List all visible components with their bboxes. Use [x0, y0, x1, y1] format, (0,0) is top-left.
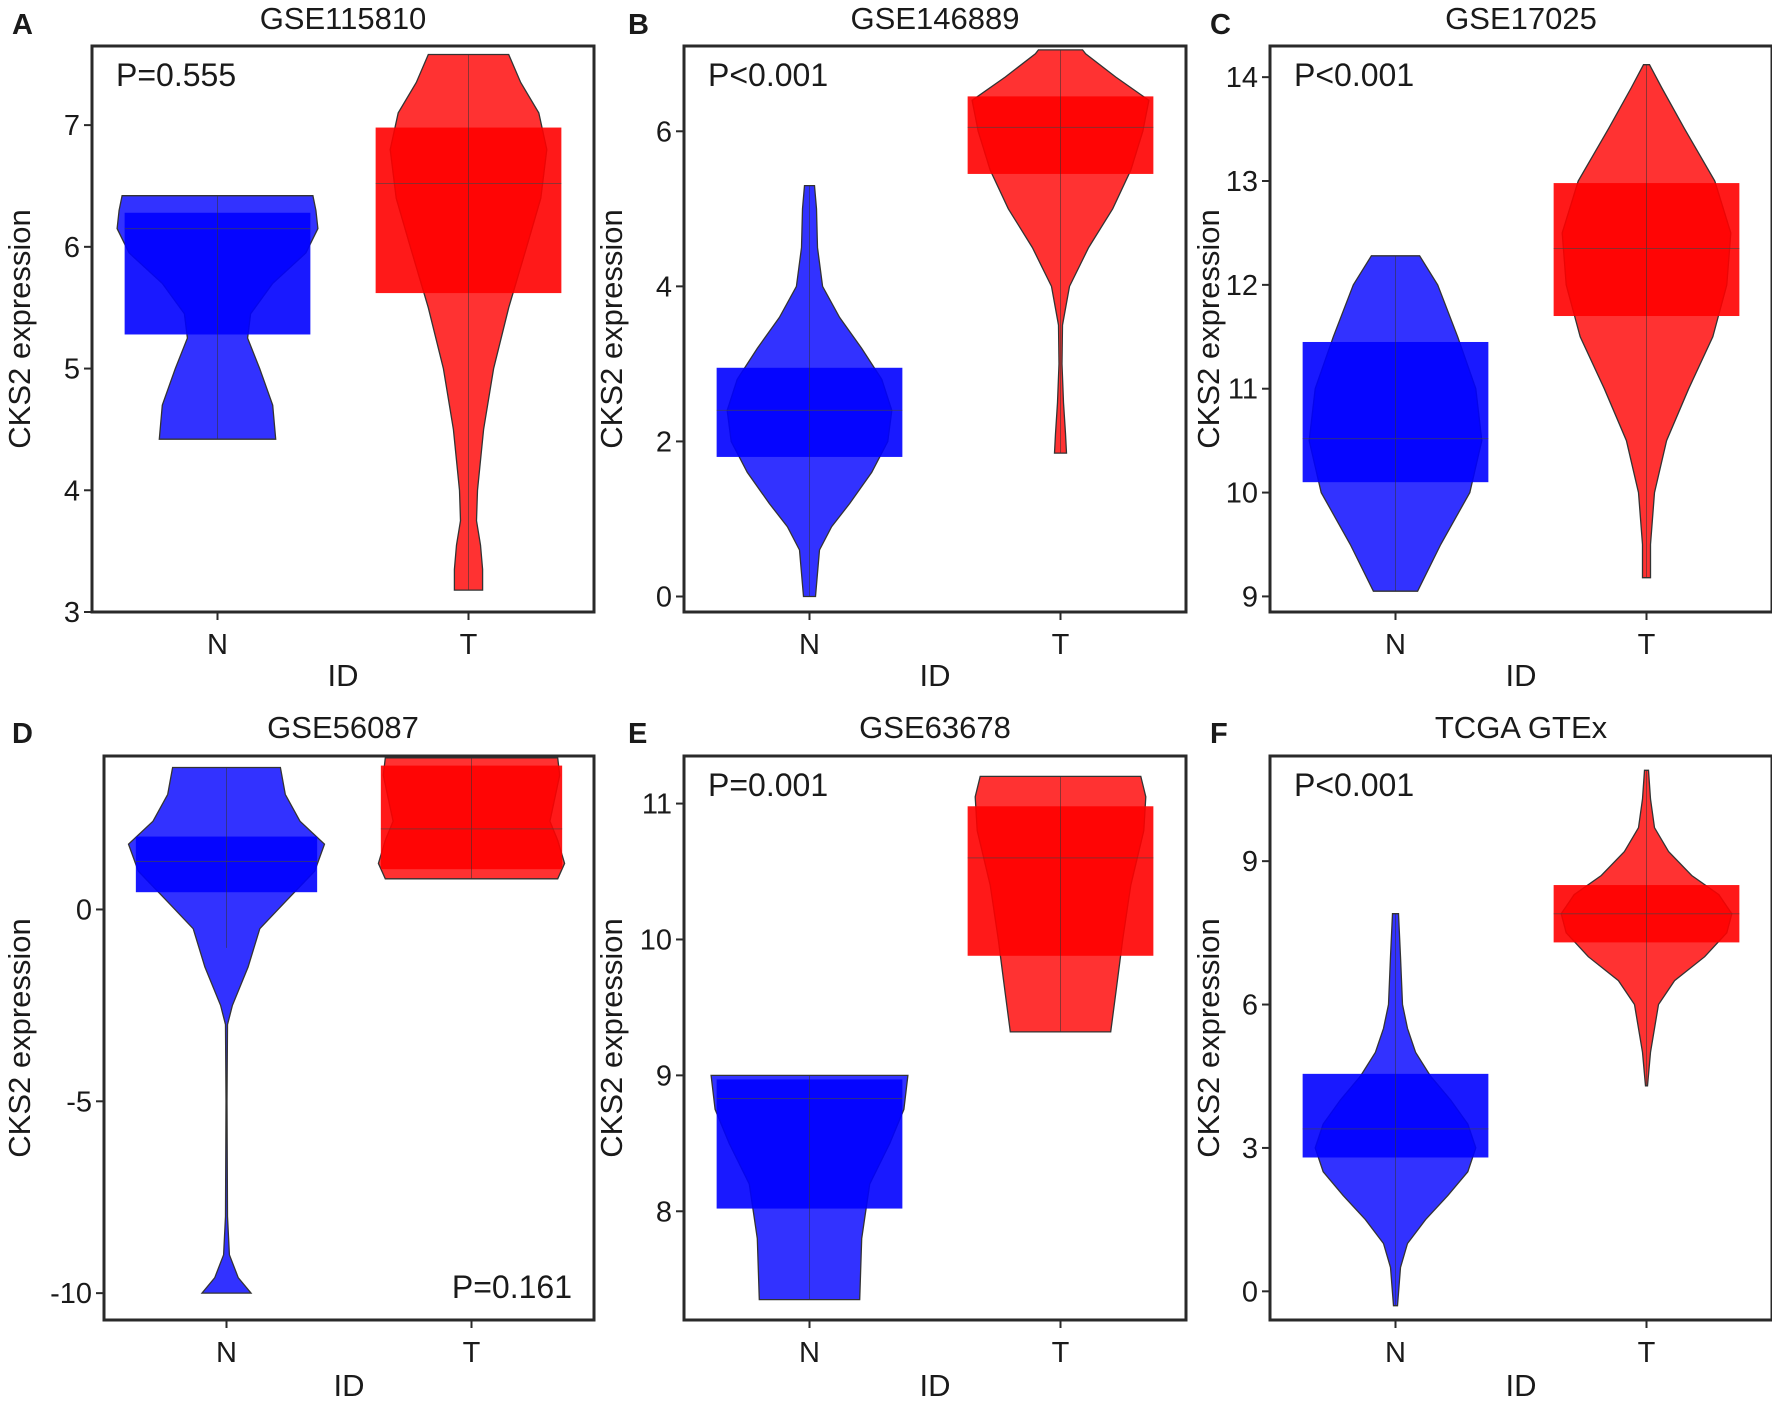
panel-a-frame	[90, 44, 596, 614]
panel-b-frame	[682, 44, 1188, 614]
panel-a-y-tick-label: 7	[64, 110, 80, 142]
panel-b-x-tick-label-t: T	[1052, 629, 1070, 661]
panel-c-x-axis-label: ID	[1506, 658, 1537, 693]
panel-f-x-tick-label-n: N	[1385, 1337, 1406, 1369]
panel-b-x-tick-label-n: N	[799, 629, 820, 661]
panel-d-plot	[127, 757, 566, 1294]
panel-f-pvalue: P<0.001	[1294, 767, 1414, 803]
panel-a-x-tick-label-n: N	[207, 629, 228, 661]
panel-e-y-tick-label: 8	[656, 1196, 672, 1228]
panel-f: F TCGA GTEx P<0.001 ID CKS2 expression 0…	[1191, 710, 1772, 1403]
panel-a-y-axis-label: CKS2 expression	[2, 209, 37, 449]
panel-e-x-axis-label: ID	[920, 1368, 951, 1403]
panel-c: C GSE17025 P<0.001 ID CKS2 expression 9 1…	[1191, 1, 1772, 693]
panel-f-y-tick-label: 3	[1242, 1133, 1258, 1165]
panel-e-y-tick-label: 11	[642, 789, 672, 821]
panel-f-x-tick-label-t: T	[1638, 1337, 1656, 1369]
panel-e-frame	[682, 754, 1188, 1322]
panel-c-y-axis-label: CKS2 expression	[1191, 209, 1226, 449]
panel-f-y-axis-label: CKS2 expression	[1191, 918, 1226, 1158]
panel-f-x-axis-label: ID	[1506, 1368, 1537, 1403]
panel-a-x-axis-label: ID	[328, 658, 359, 693]
panel-e-x-tick-label-t: T	[1052, 1337, 1070, 1369]
panel-e-y-tick-label: 10	[640, 924, 672, 956]
panel-c-x-tick-label-t: T	[1638, 629, 1656, 661]
panel-e-title: GSE63678	[859, 710, 1011, 745]
panel-c-y-tick-label: 10	[1226, 478, 1258, 510]
panel-c-letter: C	[1210, 9, 1231, 41]
panel-b-plot	[716, 49, 1154, 598]
panel-f-letter: F	[1210, 718, 1228, 750]
panel-c-y-tick-label: 12	[1226, 270, 1258, 302]
panel-b-letter: B	[628, 9, 649, 41]
panel-b-y-tick-label: 0	[656, 581, 672, 613]
panel-b-y-tick-label: 6	[656, 116, 672, 148]
panel-a-y-tick-label: 6	[64, 232, 80, 264]
panel-c-y-tick-label: 14	[1226, 62, 1258, 94]
panel-f-plot	[1302, 769, 1740, 1307]
panel-f-frame	[1268, 754, 1772, 1322]
panel-c-frame	[1268, 44, 1772, 614]
panel-a-pvalue: P=0.555	[116, 57, 236, 93]
panel-f-y-tick-label: 9	[1242, 846, 1258, 878]
panel-e-plot	[710, 775, 1154, 1301]
panel-b-x-axis-label: ID	[920, 658, 951, 693]
panel-c-x-tick-label-n: N	[1385, 629, 1406, 661]
panel-e-y-tick-label: 9	[656, 1060, 672, 1092]
panel-f-title: TCGA GTEx	[1435, 710, 1608, 745]
panel-b-title: GSE146889	[851, 1, 1020, 36]
panel-a-plot	[116, 53, 562, 591]
panel-b: B GSE146889 P<0.001 ID CKS2 expression 0…	[594, 1, 1188, 693]
panel-a-title: GSE115810	[260, 1, 427, 36]
panel-b-pvalue: P<0.001	[708, 57, 828, 93]
panel-b-y-tick-label: 2	[656, 426, 672, 458]
panel-c-title: GSE17025	[1445, 1, 1597, 36]
panel-a-y-tick-label: 5	[64, 354, 80, 386]
panel-c-y-tick-label: 9	[1242, 581, 1258, 613]
panel-e-y-axis-label: CKS2 expression	[594, 918, 629, 1158]
panel-d-frame	[102, 754, 596, 1322]
panel-c-y-tick-label: 13	[1226, 166, 1258, 198]
panel-d-x-tick-label-t: T	[463, 1337, 481, 1369]
panel-a-y-tick-label: 3	[64, 597, 80, 629]
panel-e-x-tick-label-n: N	[799, 1337, 820, 1369]
panel-d-y-tick-label: 0	[76, 894, 92, 926]
panel-d-y-axis-label: CKS2 expression	[2, 918, 37, 1158]
panel-f-y-tick-label: 0	[1242, 1276, 1258, 1308]
panel-d-pvalue: P=0.161	[452, 1269, 572, 1305]
panel-d-title: GSE56087	[267, 710, 419, 745]
panel-c-plot	[1302, 64, 1740, 592]
panel-e-pvalue: P=0.001	[708, 767, 828, 803]
panel-f-y-tick-label: 6	[1242, 990, 1258, 1022]
panel-e: E GSE63678 P=0.001 ID CKS2 expression 8 9…	[594, 710, 1188, 1403]
panel-b-y-axis-label: CKS2 expression	[594, 209, 629, 449]
panel-d-x-tick-label-n: N	[216, 1337, 237, 1369]
panel-d-y-tick-label: -10	[50, 1278, 92, 1310]
panel-e-letter: E	[628, 718, 647, 750]
panel-d: D GSE56087 P=0.161 ID CKS2 expression -1…	[2, 710, 596, 1403]
panel-b-y-tick-label: 4	[656, 271, 672, 303]
panel-d-x-axis-label: ID	[334, 1368, 365, 1403]
panel-d-letter: D	[12, 718, 33, 750]
panel-a-x-tick-label-t: T	[460, 629, 478, 661]
panel-a: A GSE115810 P=0.555 ID CKS2 expression 3…	[2, 1, 596, 693]
panel-a-y-tick-label: 4	[64, 475, 80, 507]
panel-d-violin-n	[127, 766, 326, 1294]
panel-c-pvalue: P<0.001	[1294, 57, 1414, 93]
panel-a-letter: A	[12, 9, 33, 41]
panel-d-y-tick-label: -5	[66, 1086, 92, 1118]
panel-c-y-tick-label: 11	[1228, 374, 1258, 406]
